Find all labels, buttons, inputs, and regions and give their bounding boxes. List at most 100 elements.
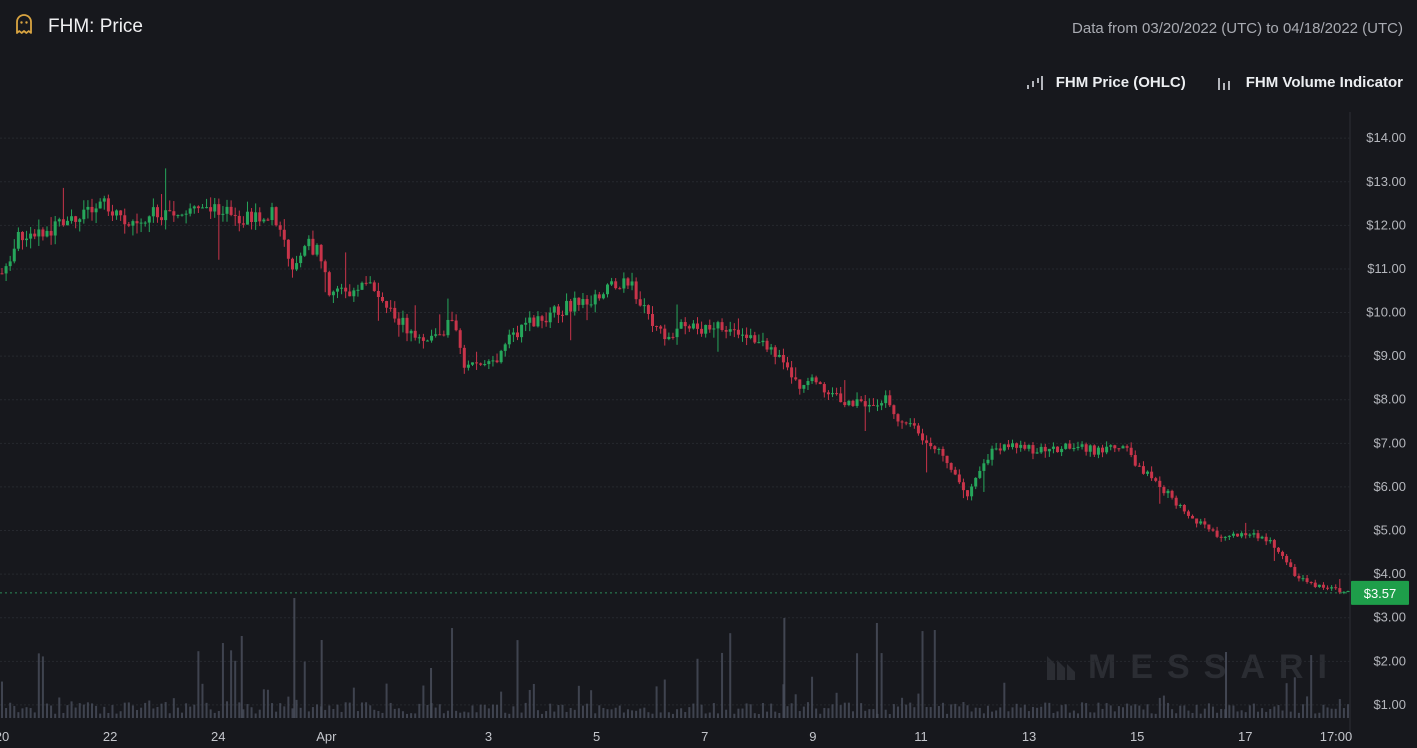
volume-bar	[46, 703, 49, 718]
candle-body	[430, 335, 434, 341]
volume-bar	[66, 705, 69, 718]
candle-body	[200, 207, 204, 209]
volume-bar	[749, 704, 752, 718]
volume-bar	[311, 707, 314, 718]
candle-body	[1309, 581, 1313, 583]
volume-bar	[1003, 682, 1006, 718]
candle-body	[1207, 524, 1211, 530]
candle-body	[786, 362, 790, 368]
candle-body	[372, 282, 376, 291]
volume-bar	[111, 705, 114, 718]
candle-body	[1252, 533, 1256, 535]
candle-body	[871, 404, 875, 406]
volume-bar	[1289, 711, 1292, 718]
volume-bar	[991, 711, 994, 718]
volume-bar	[230, 650, 233, 718]
candle-body	[57, 219, 61, 222]
candle-body	[847, 400, 851, 406]
candle-body	[1084, 444, 1088, 452]
volume-bar	[1166, 702, 1169, 718]
candle-body	[1211, 529, 1215, 531]
candle-body	[675, 328, 679, 338]
volume-bar	[37, 653, 40, 718]
y-tick-label: $6.00	[1373, 479, 1406, 494]
volume-bar	[422, 685, 425, 718]
volume-bar	[1244, 712, 1247, 718]
candle-body	[822, 384, 826, 393]
volume-bar	[569, 708, 572, 718]
candle-body	[1015, 443, 1019, 448]
volume-bar	[201, 683, 204, 718]
candle-body	[610, 281, 614, 285]
candle-body	[581, 299, 585, 305]
candle-body	[323, 261, 327, 273]
volume-bar	[651, 713, 654, 718]
candle-body	[466, 364, 470, 368]
candle-body	[37, 229, 41, 237]
volume-bar	[549, 703, 552, 718]
volume-bar	[970, 711, 973, 718]
candle-body	[213, 204, 217, 212]
candle-body	[503, 344, 507, 351]
y-tick-label: $13.00	[1366, 174, 1406, 189]
volume-bar	[1342, 708, 1345, 718]
candle-body	[1203, 521, 1207, 525]
volume-bar	[1220, 708, 1223, 718]
candle-body	[1260, 536, 1264, 539]
candle-body	[1330, 587, 1334, 589]
volume-bar	[144, 702, 147, 718]
volume-bar	[324, 709, 327, 718]
volume-bar	[1256, 711, 1259, 718]
volume-bar	[205, 702, 208, 718]
candle-body	[667, 336, 671, 340]
candle-body	[777, 354, 781, 357]
volume-bar	[1158, 697, 1161, 718]
candle-body	[1305, 578, 1309, 582]
candle-body	[409, 330, 413, 334]
volume-bar	[467, 712, 470, 718]
candle-body	[241, 223, 245, 225]
volume-bar	[1146, 704, 1149, 718]
volume-bar	[909, 702, 912, 718]
volume-bar	[91, 703, 94, 718]
x-tick-label: 5	[593, 729, 600, 744]
volume-bar	[516, 640, 519, 718]
volume-bar	[937, 706, 940, 718]
volume-bar	[471, 705, 474, 718]
volume-bar	[671, 713, 674, 718]
candle-body	[192, 206, 196, 209]
candle-body	[884, 395, 888, 404]
volume-bar	[1281, 710, 1284, 718]
volume-bar	[716, 713, 719, 718]
volume-bar	[275, 711, 278, 718]
legend-label-price: FHM Price (OHLC)	[1055, 74, 1186, 91]
candle-body	[278, 225, 282, 230]
volume-bar	[815, 708, 818, 718]
volume-bar	[430, 668, 433, 718]
volume-bar	[1060, 705, 1063, 718]
y-tick-label: $5.00	[1373, 523, 1406, 538]
volume-bar	[741, 708, 744, 718]
candle-body	[957, 474, 961, 483]
volume-bar	[479, 704, 482, 718]
volume-bar	[148, 700, 151, 718]
volume-bar	[676, 709, 679, 718]
candle-body	[1023, 444, 1027, 449]
volume-bar	[348, 702, 351, 718]
volume-bar	[618, 705, 621, 718]
candle-body	[1317, 584, 1321, 587]
volume-bar	[1322, 704, 1325, 718]
legend-item-volume[interactable]: FHM Volume Indicator	[1216, 74, 1403, 91]
candle-body	[462, 347, 466, 368]
candle-body	[258, 212, 262, 222]
candle-body	[1281, 551, 1285, 556]
candle-body	[802, 385, 806, 389]
candle-body	[966, 490, 970, 497]
volume-bar	[1314, 713, 1317, 718]
volume-bar	[884, 709, 887, 718]
x-tick-label: 17:00	[1320, 729, 1353, 744]
candle-body	[20, 231, 24, 241]
legend-item-price[interactable]: FHM Price (OHLC)	[1026, 74, 1186, 91]
volume-bar	[156, 706, 159, 718]
